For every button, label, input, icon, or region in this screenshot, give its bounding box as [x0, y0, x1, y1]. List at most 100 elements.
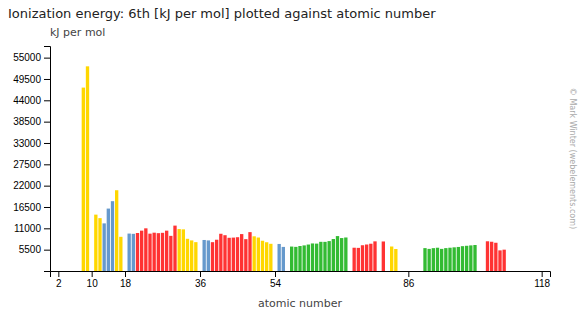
tick-mark [58, 271, 59, 277]
tick-label: 5500 [19, 244, 42, 255]
bar [444, 248, 447, 271]
chart: 5500110001650022000275003300038500440004… [0, 0, 580, 315]
bar [394, 249, 397, 271]
bar [219, 234, 222, 271]
tick-mark [44, 207, 50, 208]
bar [315, 244, 318, 271]
tick-mark [44, 250, 50, 251]
bar [440, 249, 443, 271]
bar [373, 241, 376, 271]
tick-label: 16500 [13, 202, 41, 213]
bar [311, 243, 314, 271]
bar [157, 233, 160, 271]
tick: 36 [195, 271, 207, 289]
bar [423, 248, 426, 271]
tick: 55000 [13, 52, 50, 63]
tick-label: 118 [534, 278, 550, 289]
bar [328, 241, 331, 271]
tick-label: 44000 [13, 95, 41, 106]
bar [503, 250, 506, 271]
bar [190, 240, 193, 271]
bar [232, 238, 235, 271]
bar [428, 249, 431, 271]
y-axis: 5500110001650022000275003300038500440004… [13, 47, 50, 272]
bar [223, 235, 226, 271]
bar [473, 245, 476, 271]
x-axis-label: atomic number [258, 297, 343, 310]
bar [228, 238, 231, 271]
tick-label: 49500 [13, 74, 41, 85]
bar [340, 238, 343, 271]
tick: 33000 [13, 138, 50, 149]
bar [182, 229, 185, 271]
bar [332, 239, 335, 271]
bar [115, 190, 118, 271]
tick-mark [44, 143, 50, 144]
tick-mark [44, 58, 50, 59]
tick: 22000 [13, 180, 50, 191]
bar [365, 245, 368, 271]
bar [298, 246, 301, 271]
bar [86, 66, 89, 271]
axis-line [51, 272, 551, 278]
tick-mark [44, 79, 50, 80]
bar [269, 244, 272, 271]
tick-mark [408, 271, 409, 277]
bar [448, 248, 451, 271]
tick-mark [200, 271, 201, 277]
tick-label: 18 [120, 278, 132, 289]
bar [240, 234, 243, 271]
bar [161, 233, 164, 271]
bar [140, 231, 143, 271]
bar [353, 248, 356, 271]
tick-mark [44, 228, 50, 229]
bar [253, 236, 256, 271]
bar [469, 245, 472, 271]
tick-mark [44, 100, 50, 101]
bar [257, 238, 260, 271]
tick: 5500 [19, 244, 50, 255]
bar [148, 234, 151, 271]
bar [278, 244, 281, 271]
bar [290, 247, 293, 271]
bar [344, 237, 347, 271]
tick: 38500 [13, 116, 50, 127]
tick: 54 [270, 271, 282, 289]
bar [215, 240, 218, 271]
bar [382, 241, 385, 271]
tick: 44000 [13, 95, 50, 106]
bar [486, 241, 489, 271]
bar [294, 247, 297, 271]
tick: 118 [534, 271, 550, 289]
bar [203, 240, 206, 271]
bar [457, 247, 460, 271]
annotation: © Mark Winter (webelements.com) [568, 88, 577, 229]
bar [82, 88, 85, 271]
tick-label: 33000 [13, 138, 41, 149]
title: Ionization energy: 6th [kJ per mol] plot… [8, 6, 436, 21]
tick-label: 38500 [13, 116, 41, 127]
tick-label: 22000 [13, 180, 41, 191]
bar [244, 239, 247, 271]
plot: 5500110001650022000275003300038500440004… [13, 47, 550, 290]
bar [361, 245, 364, 271]
bar [128, 234, 131, 271]
bar [98, 218, 101, 271]
bar [261, 241, 264, 271]
tick: 86 [403, 271, 415, 289]
bar [153, 233, 156, 271]
bar [178, 229, 181, 271]
bar [436, 248, 439, 271]
bar [490, 242, 493, 271]
bar [307, 245, 310, 271]
bar [207, 240, 210, 271]
tick-label: 55000 [13, 52, 41, 63]
tick: 49500 [13, 74, 50, 85]
bar [211, 242, 214, 271]
tick-label: 2 [56, 278, 62, 289]
bar [323, 242, 326, 271]
bar [369, 244, 372, 271]
bar [453, 247, 456, 271]
bar [144, 228, 147, 271]
bar [265, 242, 268, 271]
